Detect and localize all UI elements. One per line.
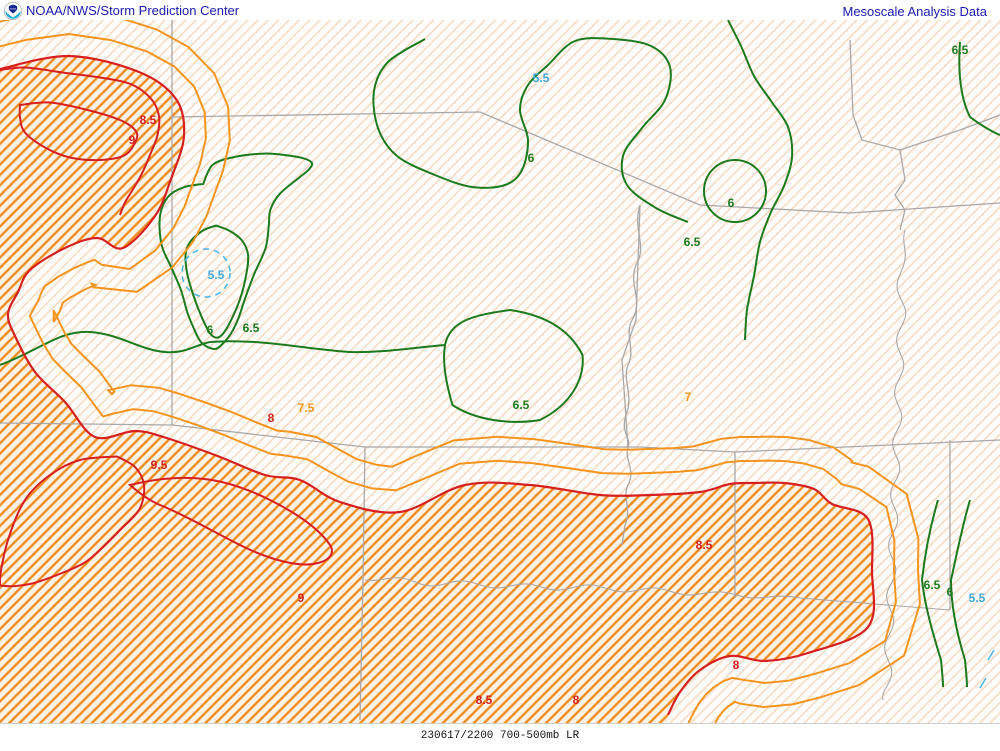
- svg-text:NOAA: NOAA: [10, 7, 17, 10]
- svg-text:6: 6: [207, 323, 214, 337]
- svg-text:6.5: 6.5: [684, 235, 701, 249]
- svg-text:7.5: 7.5: [298, 401, 315, 415]
- svg-text:8: 8: [733, 658, 740, 672]
- svg-text:7: 7: [685, 390, 692, 404]
- svg-text:8: 8: [573, 693, 580, 707]
- svg-text:8: 8: [268, 411, 275, 425]
- svg-text:6.5: 6.5: [924, 578, 941, 592]
- svg-text:8.5: 8.5: [476, 693, 493, 707]
- svg-text:9: 9: [298, 591, 305, 605]
- svg-text:6.5: 6.5: [513, 398, 530, 412]
- svg-text:6: 6: [947, 585, 954, 599]
- svg-text:8.5: 8.5: [140, 113, 157, 127]
- svg-text:6: 6: [728, 196, 735, 210]
- svg-text:5.5: 5.5: [969, 591, 986, 605]
- svg-text:5.5: 5.5: [533, 71, 550, 85]
- svg-text:6.5: 6.5: [243, 321, 260, 335]
- svg-text:8.5: 8.5: [696, 538, 713, 552]
- svg-text:9: 9: [129, 133, 136, 147]
- svg-text:5.5: 5.5: [208, 268, 225, 282]
- svg-text:6.5: 6.5: [952, 43, 969, 57]
- svg-text:6: 6: [528, 151, 535, 165]
- svg-text:9.5: 9.5: [151, 458, 168, 472]
